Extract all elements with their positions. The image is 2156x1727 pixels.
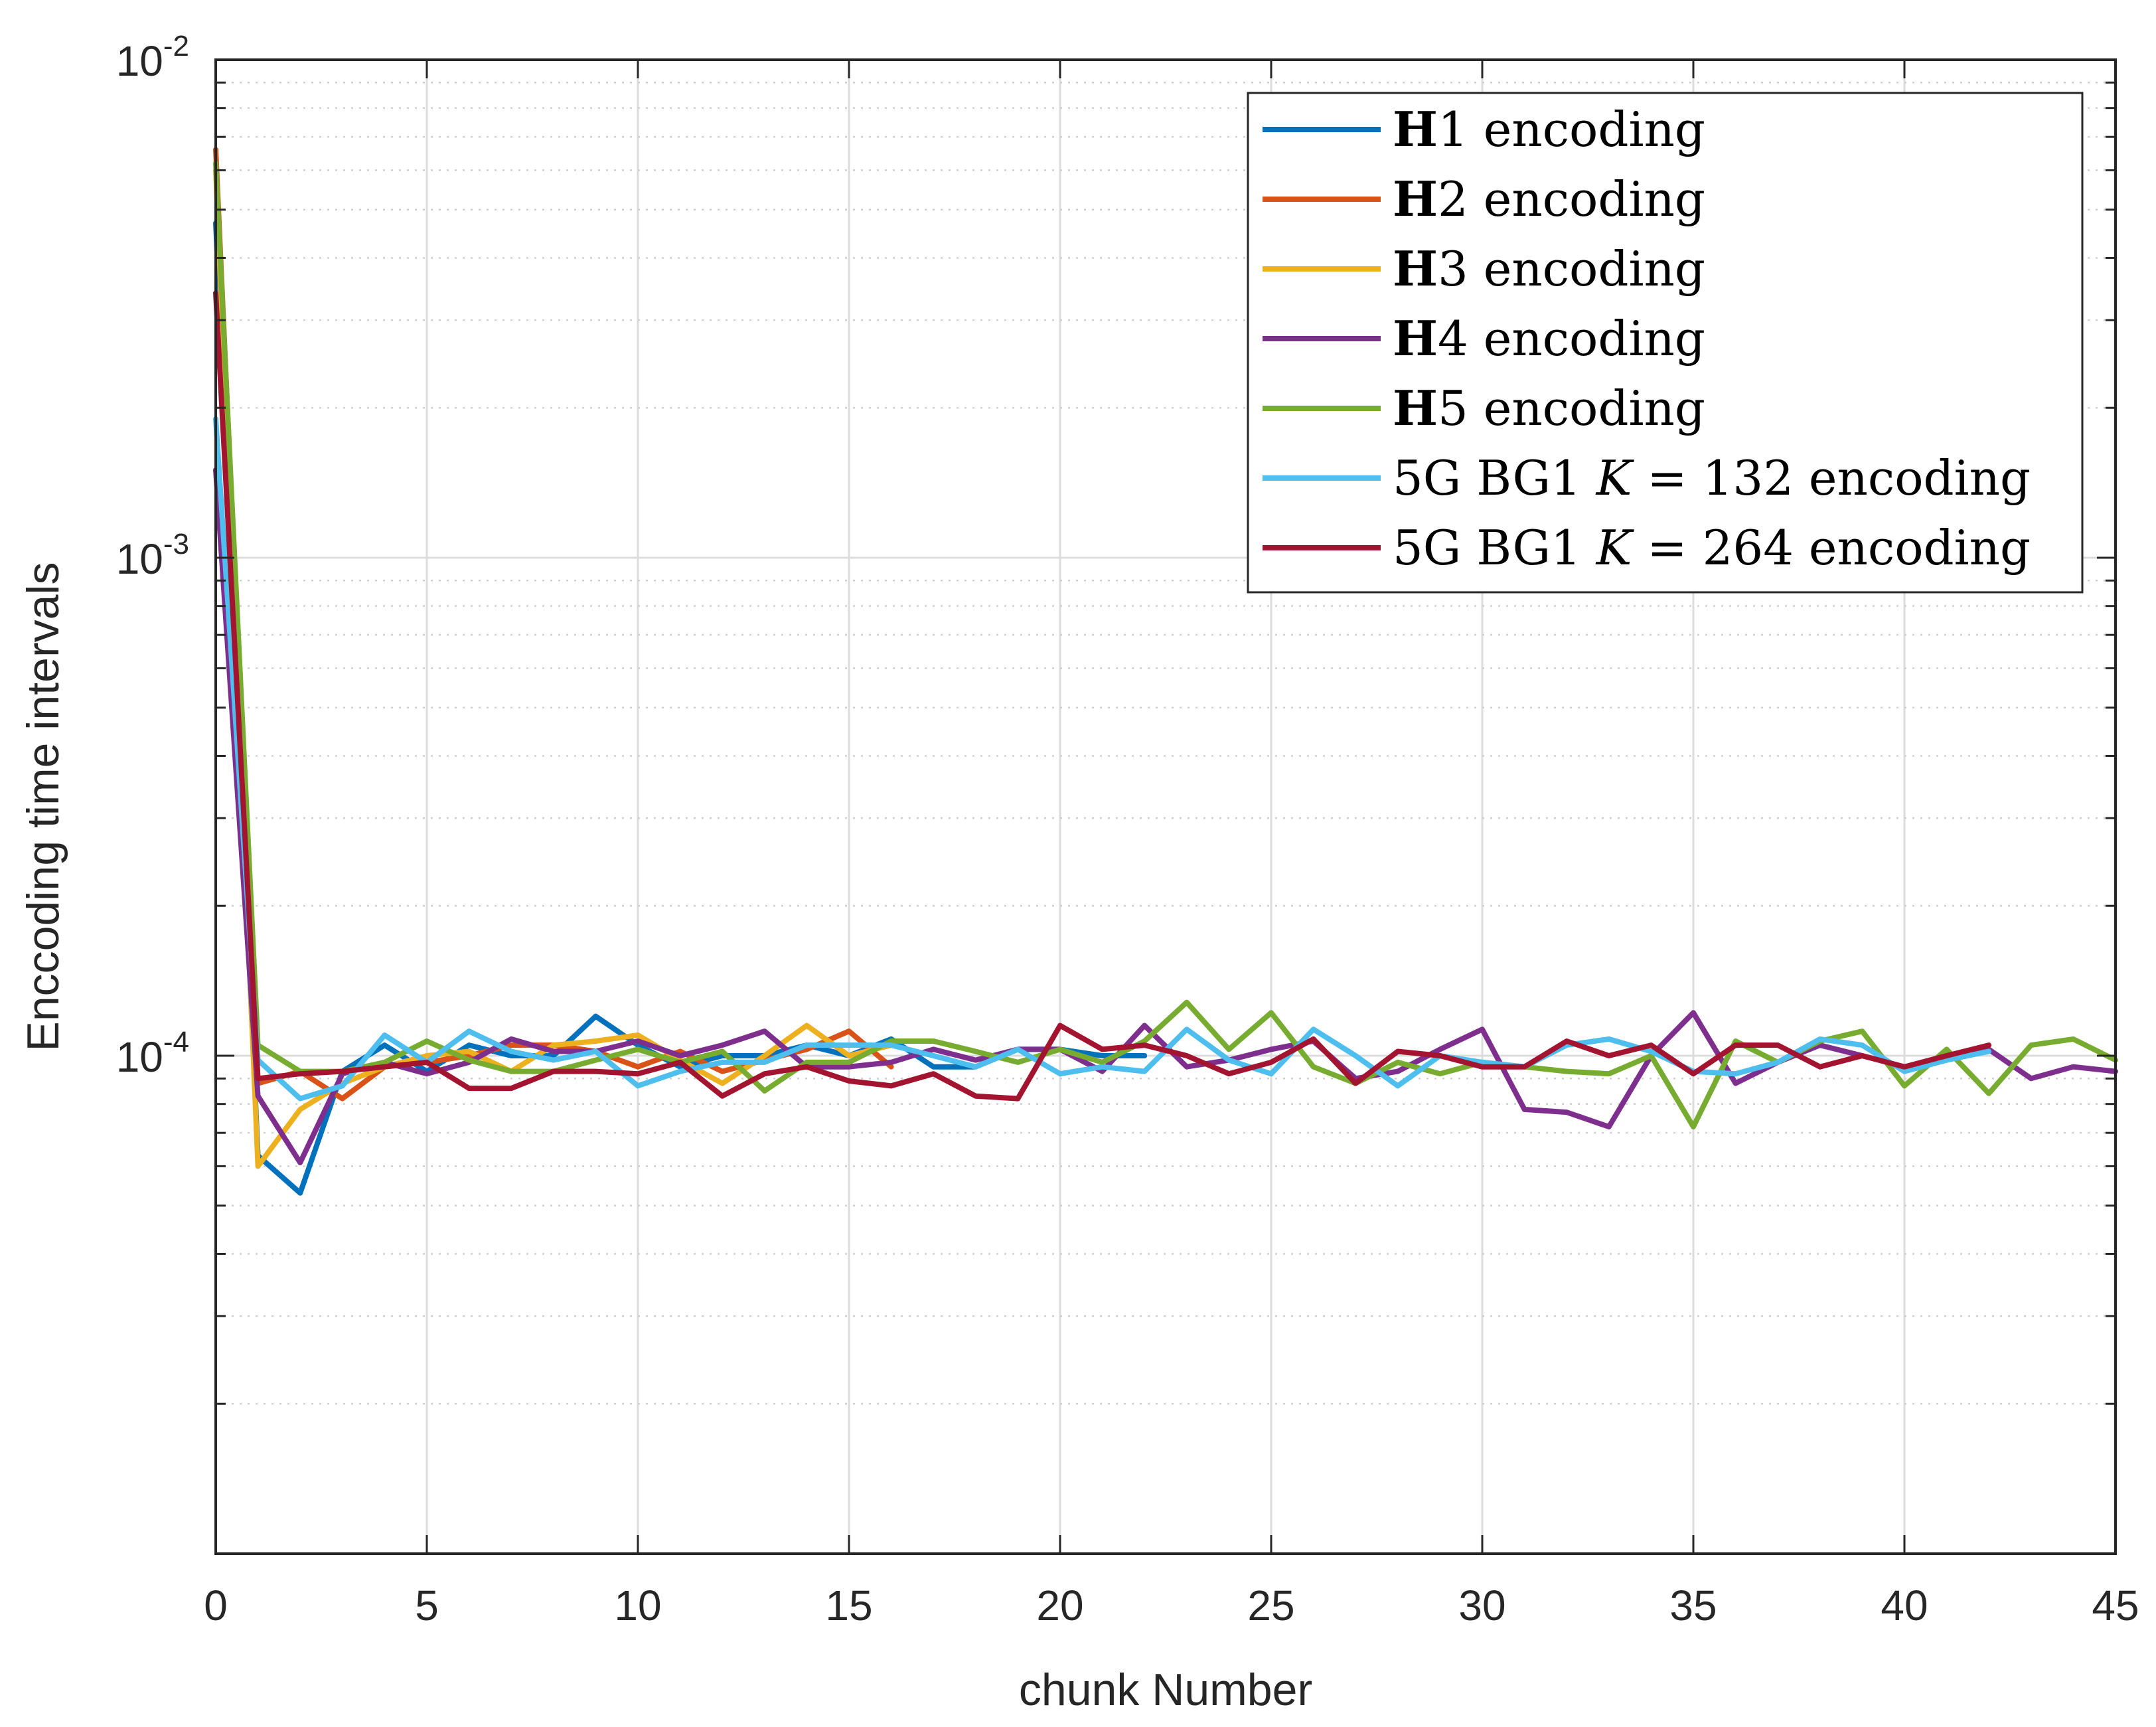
x-axis-label: chunk Number <box>1019 1665 1312 1715</box>
ticks <box>214 58 2117 1555</box>
legend-label-6: 5G BG1 K = 132 encoding <box>1393 450 2031 506</box>
y-axis-label: Enccoding time intervals <box>18 562 68 1051</box>
x-tick-label: 30 <box>1458 1582 1505 1629</box>
legend-label-5: H5 encoding <box>1393 380 1705 436</box>
axes-box <box>214 58 2117 1555</box>
y-tick-label: 10-3 <box>116 528 189 583</box>
legend-label-3: H3 encoding <box>1393 240 1705 297</box>
tick-labels: 0 5 10 15 20 25 30 35 40 45 10-2 10-3 10-4 <box>116 30 2139 1629</box>
x-tick-label: 5 <box>415 1582 439 1629</box>
x-tick-label: 20 <box>1036 1582 1083 1629</box>
legend-label-4: H4 encoding <box>1393 310 1705 367</box>
series-line-7 <box>213 290 1992 1102</box>
legend: H1 encoding H2 encoding H3 encoding H4 enco… <box>1247 92 2084 594</box>
legend-label-7: 5G BG1 K = 264 encoding <box>1393 520 2031 576</box>
x-tick-label: 40 <box>1881 1582 1928 1629</box>
x-tick-label: 10 <box>614 1582 661 1629</box>
legend-box <box>1247 92 2084 594</box>
x-tick-label: 25 <box>1247 1582 1294 1629</box>
legend-label-1: H1 encoding <box>1393 101 1705 157</box>
legend-label-2: H2 encoding <box>1393 171 1705 227</box>
x-tick-label: 15 <box>825 1582 872 1629</box>
y-tick-label: 10-4 <box>116 1026 189 1081</box>
plot-area <box>213 147 2118 1196</box>
x-tick-label: 0 <box>204 1582 228 1629</box>
x-tick-label: 35 <box>1669 1582 1717 1629</box>
x-tick-label: 45 <box>2092 1582 2139 1629</box>
y-tick-label: 10-2 <box>116 30 189 85</box>
